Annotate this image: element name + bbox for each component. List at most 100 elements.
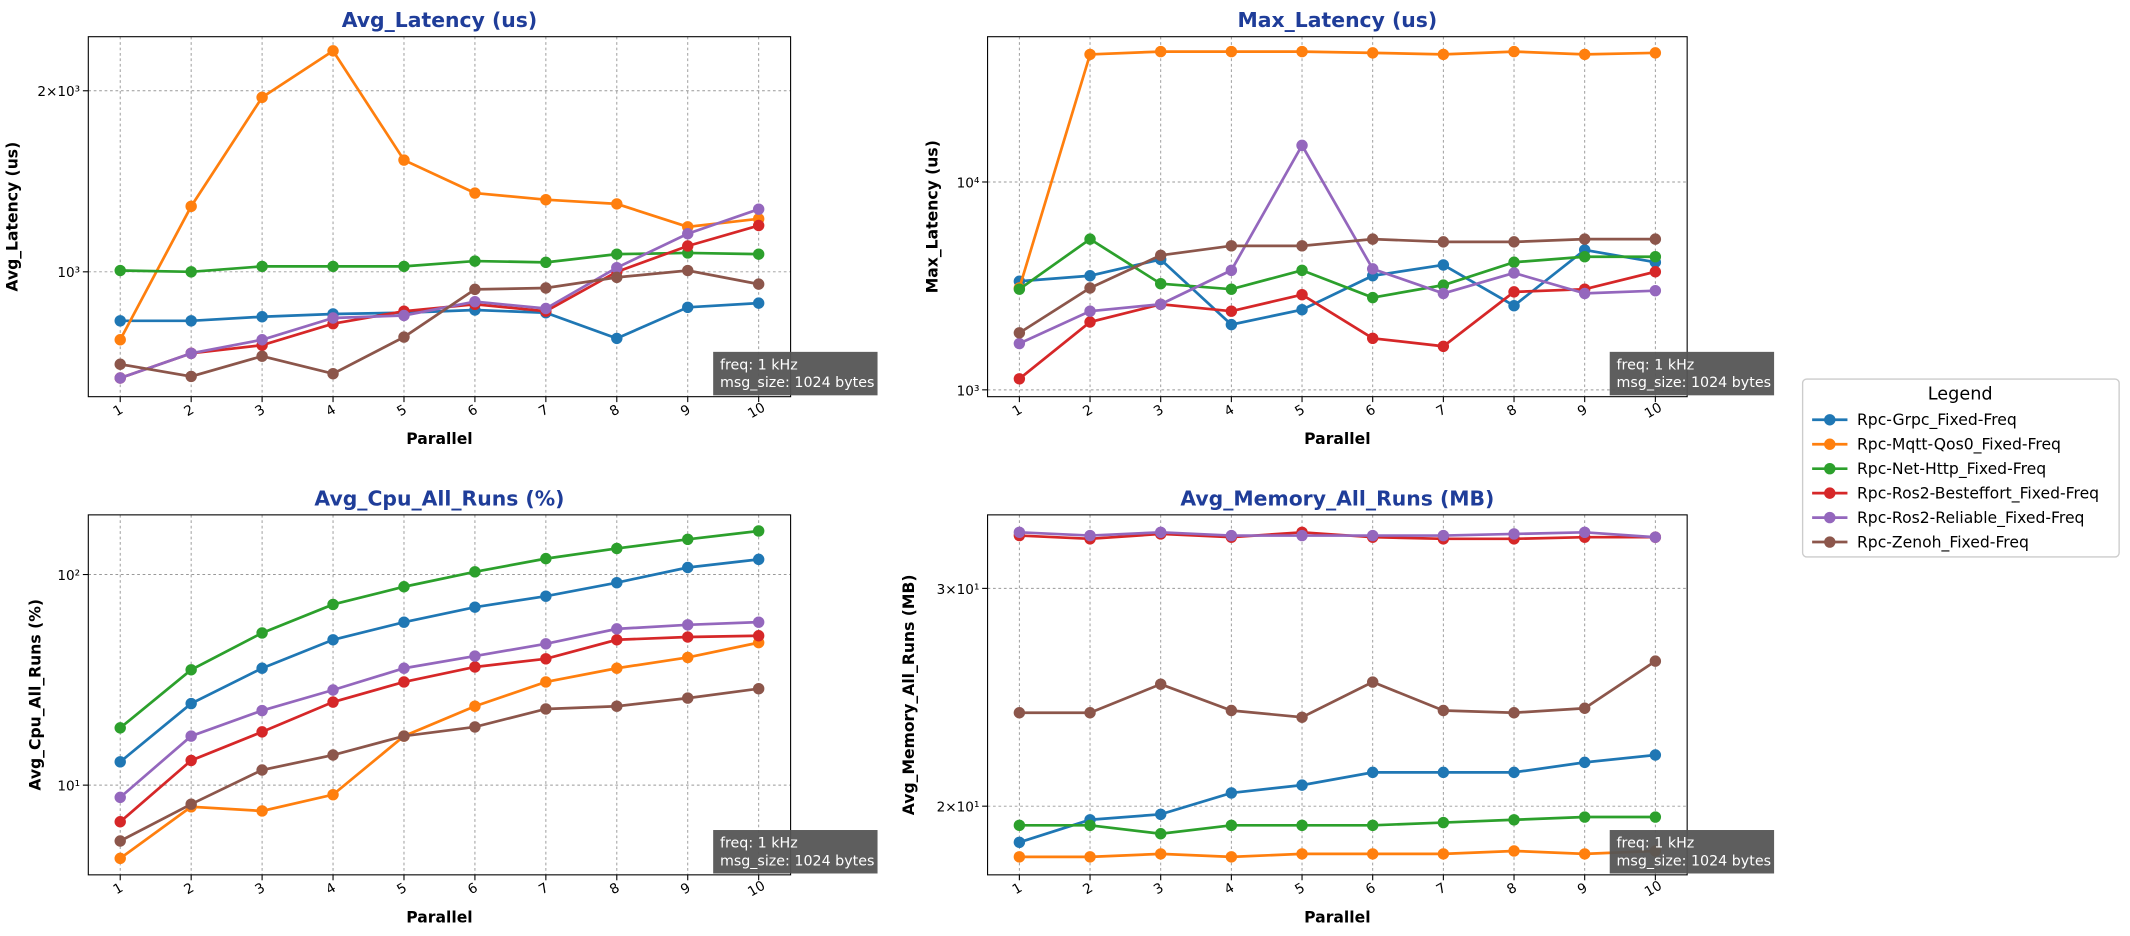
legend-label: Rpc-Zenoh_Fixed-Freq [1857,533,2029,552]
x-tick-label: 1 [110,402,125,420]
marker [256,662,268,674]
axes-frame [987,514,1688,876]
marker [611,623,623,635]
y-axis-label: Avg_Latency (us) [4,142,22,292]
marker [611,198,623,210]
annotation-box [713,830,878,874]
marker [682,631,694,643]
marker [1013,526,1026,539]
marker [752,278,765,290]
marker [256,350,268,362]
y-axis-label: Avg_Cpu_All_Runs (%) [27,599,45,791]
series-line [1018,50,1656,289]
marker [327,598,339,611]
marker [1296,303,1308,316]
x-tick-label: 1 [1010,402,1025,420]
x-tick-label: 7 [536,880,551,898]
marker [185,697,197,710]
marker [1154,45,1167,58]
x-tick-label: 7 [536,402,551,420]
marker [1508,528,1520,540]
marker [469,700,481,712]
marker [1013,327,1026,339]
marker [398,730,410,742]
x-axis-label: Parallel [406,430,472,448]
marker [1013,707,1026,719]
marker [1084,270,1096,282]
y-tick-label: 10³ [957,383,980,399]
series-line [1018,270,1656,380]
marker [1084,282,1096,294]
y-tick-label: 10¹ [57,779,80,795]
marker [1508,814,1520,826]
marker [540,256,552,269]
marker [185,370,197,383]
marker [469,601,481,613]
x-tick-label: 8 [607,880,622,898]
marker [1366,332,1379,345]
marker [114,835,126,847]
marker [1508,707,1520,719]
marker [1649,266,1662,278]
y-tick-label: 3×10¹ [937,582,980,598]
annotation: msg_size: 1024 bytes [720,853,875,869]
marker [398,309,410,322]
marker [114,816,126,828]
marker [185,347,197,360]
marker [1366,47,1379,59]
x-tick-label: 5 [1292,880,1307,898]
marker [1366,263,1379,275]
marker [398,154,410,166]
plot-area [987,36,1688,397]
marker [1084,316,1096,328]
subplot: 1 2 3 4 5 6 7 8 9 10 10³ 2×10³ Avg_Latency (us) Paral… [4,8,878,448]
marker [540,590,552,602]
marker [1225,787,1238,799]
series-line [119,207,760,380]
marker [1578,287,1591,300]
x-tick-label: 7 [1434,880,1449,898]
marker [1508,845,1520,857]
marker [1437,848,1450,860]
marker [611,271,623,284]
marker [256,260,268,273]
marker [469,566,481,578]
series-line [1018,142,1656,345]
marker [1084,233,1096,245]
marker [752,616,765,628]
marker [1013,851,1026,863]
x-tick-label: 8 [607,402,622,420]
marker [1649,251,1662,263]
marker [1508,236,1520,248]
marker [1437,287,1450,300]
legend-marker [1824,414,1836,426]
x-tick-label: 9 [1575,880,1590,898]
marker [114,852,126,865]
marker [398,260,410,273]
marker [469,283,481,296]
annotation: freq: 1 kHz [720,836,798,852]
series-line [1018,237,1656,334]
legend-marker [1824,511,1836,524]
marker [1649,47,1662,59]
marker [185,200,197,213]
marker [752,630,765,642]
marker [1508,299,1520,312]
marker [1225,529,1238,542]
x-tick-label: 10 [1642,400,1665,422]
x-tick-label: 9 [678,402,693,420]
marker [469,295,481,308]
marker [1013,819,1026,832]
marker [1366,291,1379,304]
marker [682,228,694,240]
marker [1649,655,1662,667]
x-tick-label: 2 [1080,402,1095,420]
chart-title: Avg_Memory_All_Runs (MB) [1180,486,1494,510]
series-line [119,49,759,341]
marker [185,730,197,742]
series-line [1019,659,1657,719]
marker [611,662,623,674]
marker [1013,337,1026,350]
marker [1578,756,1591,769]
x-tick-label: 10 [1642,878,1665,900]
